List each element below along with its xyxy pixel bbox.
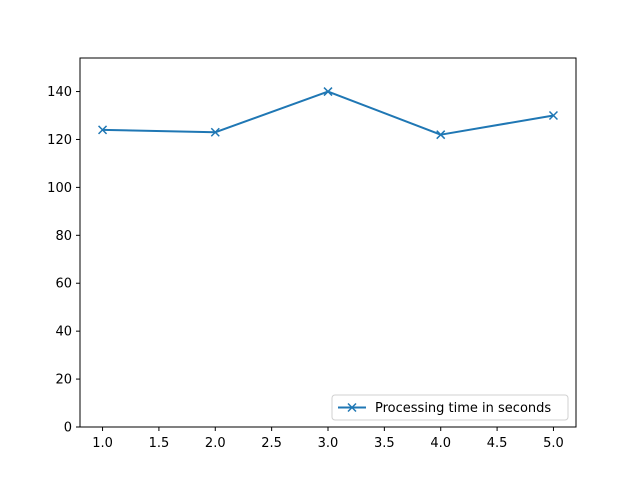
x-tick-label: 3.5 [374,436,395,451]
x-tick-label: 4.5 [487,436,508,451]
x-tick-label: 2.0 [205,436,226,451]
y-axis: 0 20 40 60 80 100 120 140 [47,85,80,436]
x-tick-label: 4.0 [430,436,451,451]
data-point-marker [323,87,333,97]
data-point-marker [436,130,446,140]
x-tick-label: 3.0 [318,436,339,451]
y-tick-label: 20 [55,373,72,388]
y-tick-label: 0 [64,421,72,436]
y-tick-label: 60 [55,277,72,292]
legend-marker-x-icon [347,402,357,413]
y-tick-label: 80 [55,229,72,244]
x-axis: 1.0 1.5 2.0 2.5 3.0 3.5 4.0 4.5 5.0 [92,427,564,451]
y-tick-label: 40 [55,325,72,340]
series-layer [98,87,558,140]
legend: Processing time in seconds [331,394,569,421]
x-tick-label: 5.0 [543,436,564,451]
legend-label: Processing time in seconds [375,401,551,416]
legend-box [331,394,569,421]
data-point-marker [548,110,558,121]
x-tick-label: 1.5 [149,436,170,451]
y-tick-label: 120 [47,133,72,148]
x-tick-label: 2.5 [261,436,282,451]
x-tick-label: 1.0 [92,436,113,451]
y-tick-label: 140 [47,85,72,100]
y-tick-label: 100 [47,181,72,196]
data-point-marker [98,125,108,135]
data-point-marker [210,127,220,137]
plot-area-frame [79,57,577,428]
